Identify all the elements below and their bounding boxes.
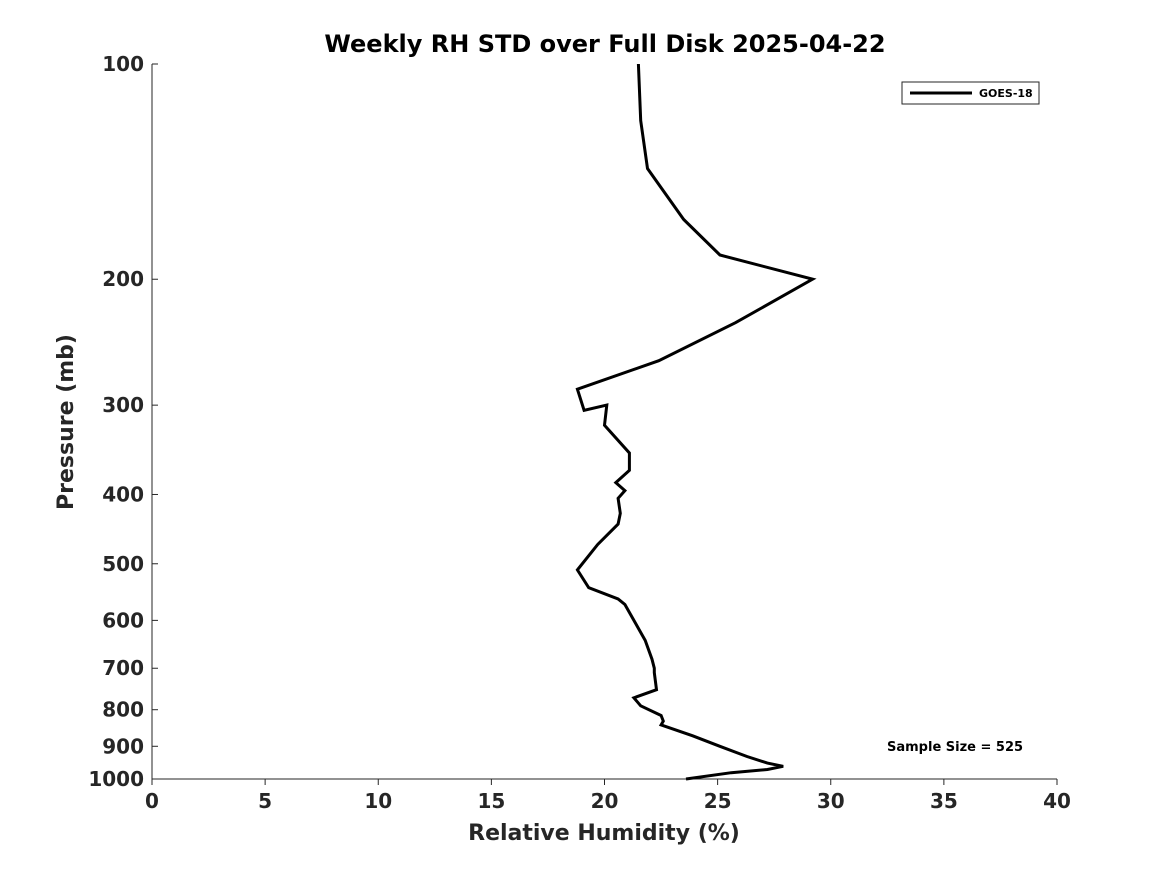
legend: GOES-18 bbox=[901, 81, 1040, 105]
x-axis-label: Relative Humidity (%) bbox=[468, 821, 740, 846]
y-tick-label: 600 bbox=[102, 608, 144, 632]
series-line-goes-18 bbox=[575, 63, 817, 781]
x-tick-label: 0 bbox=[145, 789, 159, 813]
y-tick-label: 800 bbox=[102, 698, 144, 722]
y-tick-label: 500 bbox=[102, 552, 144, 576]
x-tick-label: 5 bbox=[258, 789, 272, 813]
x-tick-label: 20 bbox=[591, 789, 619, 813]
chart-title: Weekly RH STD over Full Disk 2025-04-22 bbox=[324, 30, 885, 58]
series-layer bbox=[575, 63, 817, 781]
y-axis-ticks: 100 200 300 400 500 600 700 800 900 1000 bbox=[88, 52, 158, 791]
y-tick-label: 900 bbox=[102, 734, 144, 758]
x-axis-ticks: 0 5 10 15 20 25 30 35 40 bbox=[145, 779, 1071, 813]
x-tick-label: 30 bbox=[817, 789, 845, 813]
x-tick-label: 35 bbox=[930, 789, 958, 813]
sample-size-annotation: Sample Size = 525 bbox=[887, 740, 1023, 755]
y-axis-label: Pressure (mb) bbox=[54, 334, 79, 510]
y-tick-label: 100 bbox=[102, 52, 144, 76]
y-tick-label: 200 bbox=[102, 267, 144, 291]
y-tick-label: 300 bbox=[102, 393, 144, 417]
legend-label-goes-18: GOES-18 bbox=[979, 87, 1033, 100]
y-tick-label: 700 bbox=[102, 656, 144, 680]
y-tick-label: 400 bbox=[102, 482, 144, 506]
x-tick-label: 15 bbox=[477, 789, 505, 813]
x-tick-label: 10 bbox=[364, 789, 392, 813]
x-tick-label: 25 bbox=[704, 789, 732, 813]
x-tick-label: 40 bbox=[1043, 789, 1071, 813]
y-tick-label: 1000 bbox=[88, 767, 144, 791]
